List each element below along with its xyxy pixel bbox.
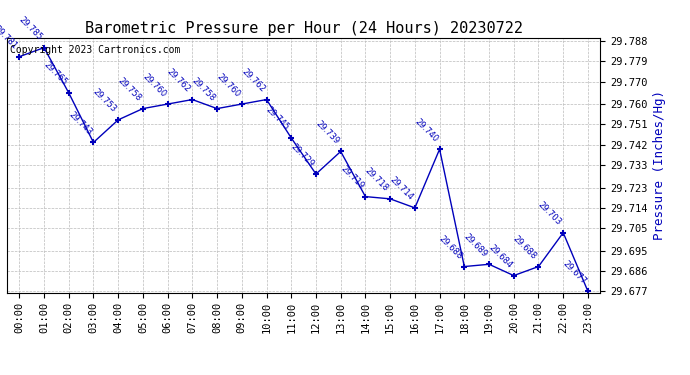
Text: 29.781: 29.781 xyxy=(0,24,19,51)
Text: 29.689: 29.689 xyxy=(462,232,489,259)
Text: 29.753: 29.753 xyxy=(91,87,118,114)
Text: 29.739: 29.739 xyxy=(314,119,341,146)
Text: 29.758: 29.758 xyxy=(116,76,143,103)
Text: 29.684: 29.684 xyxy=(487,243,514,270)
Text: 29.743: 29.743 xyxy=(66,110,93,137)
Text: 29.762: 29.762 xyxy=(239,67,266,94)
Text: 29.760: 29.760 xyxy=(141,72,168,99)
Text: 29.760: 29.760 xyxy=(215,72,242,99)
Y-axis label: Pressure (Inches/Hg): Pressure (Inches/Hg) xyxy=(653,90,666,240)
Text: Copyright 2023 Cartronics.com: Copyright 2023 Cartronics.com xyxy=(10,45,180,55)
Text: 29.729: 29.729 xyxy=(289,142,316,168)
Text: 29.765: 29.765 xyxy=(42,60,69,87)
Text: 29.719: 29.719 xyxy=(339,164,366,191)
Text: 29.703: 29.703 xyxy=(536,200,563,227)
Text: 29.688: 29.688 xyxy=(437,234,464,261)
Text: 29.745: 29.745 xyxy=(264,105,291,132)
Text: 29.688: 29.688 xyxy=(511,234,538,261)
Text: 29.714: 29.714 xyxy=(388,176,415,202)
Text: 29.758: 29.758 xyxy=(190,76,217,103)
Title: Barometric Pressure per Hour (24 Hours) 20230722: Barometric Pressure per Hour (24 Hours) … xyxy=(85,21,522,36)
Text: 29.740: 29.740 xyxy=(413,117,440,144)
Text: 29.785: 29.785 xyxy=(17,15,44,42)
Text: 29.677: 29.677 xyxy=(561,259,588,286)
Text: 29.762: 29.762 xyxy=(166,67,193,94)
Text: 29.718: 29.718 xyxy=(363,166,390,193)
